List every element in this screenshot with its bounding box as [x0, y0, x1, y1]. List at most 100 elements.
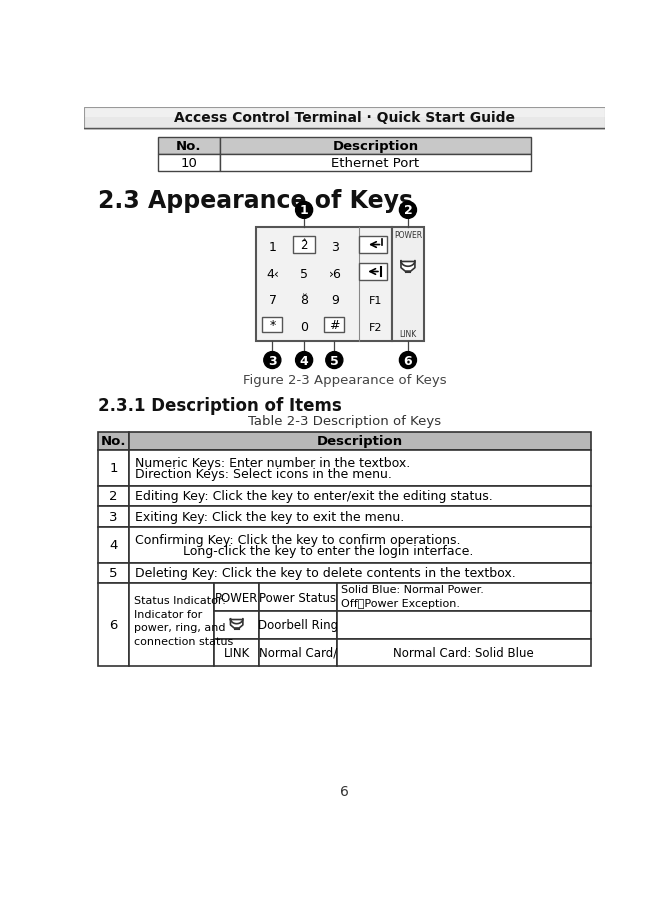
- Text: 1: 1: [300, 204, 308, 217]
- Text: 2.3 Appearance of Keys: 2.3 Appearance of Keys: [98, 189, 413, 213]
- Text: *: *: [269, 319, 276, 331]
- Bar: [84, 108, 605, 128]
- Text: F1: F1: [369, 295, 382, 305]
- Bar: [256, 228, 392, 341]
- Text: Long-click the key to enter the login interface.: Long-click the key to enter the login in…: [135, 545, 474, 557]
- Circle shape: [264, 352, 281, 369]
- Text: Numeric Keys: Enter number in the textbox.: Numeric Keys: Enter number in the textbo…: [135, 456, 411, 470]
- Text: 2: 2: [404, 204, 413, 217]
- Text: 10: 10: [180, 156, 197, 170]
- Circle shape: [326, 352, 343, 369]
- Text: 3: 3: [331, 240, 339, 254]
- Text: 4: 4: [110, 539, 118, 552]
- Text: 3: 3: [268, 354, 277, 368]
- Text: 7: 7: [269, 294, 277, 307]
- Text: 2̂: 2̂: [300, 238, 308, 252]
- Bar: [392, 228, 424, 341]
- Bar: [359, 264, 387, 281]
- Circle shape: [399, 202, 417, 219]
- Text: Solid Blue: Normal Power.
Off：Power Exception.: Solid Blue: Normal Power. Off：Power Exce…: [341, 584, 484, 608]
- Text: 6: 6: [110, 619, 118, 631]
- Text: 2: 2: [109, 490, 118, 503]
- Bar: [158, 154, 220, 172]
- Text: 6: 6: [340, 785, 349, 798]
- Text: Figure 2-3 Appearance of Keys: Figure 2-3 Appearance of Keys: [243, 373, 446, 386]
- Text: POWER: POWER: [394, 231, 422, 240]
- Bar: [98, 507, 129, 527]
- Text: Confirming Key: Click the key to confirm operations.: Confirming Key: Click the key to confirm…: [135, 534, 460, 546]
- Text: 4‹: 4‹: [267, 267, 280, 280]
- Bar: [337, 639, 591, 666]
- Bar: [98, 563, 129, 583]
- Bar: [129, 451, 591, 486]
- Bar: [220, 154, 531, 172]
- Polygon shape: [230, 619, 243, 628]
- Text: Description: Description: [317, 435, 403, 448]
- Text: No.: No.: [176, 140, 202, 153]
- Text: Normal Card/: Normal Card/: [259, 646, 337, 659]
- Bar: [359, 237, 387, 254]
- Text: POWER: POWER: [215, 591, 258, 604]
- Text: LINK: LINK: [224, 646, 250, 659]
- Bar: [129, 433, 591, 451]
- Text: Deleting Key: Click the key to delete contents in the textbox.: Deleting Key: Click the key to delete co…: [135, 567, 516, 580]
- Text: Table 2-3 Description of Keys: Table 2-3 Description of Keys: [248, 414, 441, 428]
- Bar: [262, 318, 282, 333]
- Bar: [129, 583, 214, 666]
- Text: F2: F2: [369, 322, 382, 332]
- Bar: [98, 583, 129, 666]
- Bar: [293, 237, 315, 254]
- Bar: [259, 583, 337, 611]
- Text: 1: 1: [269, 240, 277, 254]
- Text: Doorbell Ring: Doorbell Ring: [258, 619, 338, 632]
- Bar: [214, 611, 259, 639]
- Bar: [337, 611, 591, 639]
- Text: #: #: [329, 319, 339, 331]
- Text: Editing Key: Click the key to enter/exit the editing status.: Editing Key: Click the key to enter/exit…: [135, 490, 493, 503]
- Circle shape: [296, 202, 312, 219]
- Bar: [98, 527, 129, 563]
- Bar: [220, 137, 531, 154]
- Text: Exiting Key: Click the key to exit the menu.: Exiting Key: Click the key to exit the m…: [135, 511, 405, 524]
- Text: No.: No.: [101, 435, 126, 448]
- Circle shape: [399, 352, 417, 369]
- Text: 5: 5: [300, 267, 308, 280]
- Bar: [84, 108, 605, 128]
- Text: 2.3.1 Description of Items: 2.3.1 Description of Items: [98, 396, 341, 414]
- Bar: [84, 108, 605, 118]
- Text: Status Indicator:
Indicator for
power, ring, and
connection status: Status Indicator: Indicator for power, r…: [134, 596, 233, 647]
- Text: 0: 0: [300, 321, 308, 334]
- Bar: [259, 611, 337, 639]
- Bar: [337, 583, 591, 611]
- Bar: [214, 583, 259, 611]
- Text: Ethernet Port: Ethernet Port: [331, 156, 419, 170]
- Text: 3: 3: [109, 511, 118, 524]
- Text: Direction Keys: Select icons in the menu.: Direction Keys: Select icons in the menu…: [135, 467, 392, 480]
- Bar: [158, 137, 220, 154]
- Text: 1: 1: [109, 461, 118, 475]
- Text: 9: 9: [331, 294, 339, 307]
- Bar: [325, 318, 344, 333]
- Text: ›6: ›6: [329, 267, 341, 280]
- Bar: [129, 527, 591, 563]
- Polygon shape: [401, 262, 415, 272]
- Text: 8̌: 8̌: [300, 294, 308, 307]
- Text: Description: Description: [333, 140, 419, 153]
- Bar: [129, 563, 591, 583]
- Text: 5: 5: [109, 567, 118, 580]
- Circle shape: [296, 352, 312, 369]
- Bar: [129, 486, 591, 507]
- Bar: [214, 639, 259, 666]
- Text: 6: 6: [404, 354, 412, 368]
- Bar: [259, 639, 337, 666]
- Text: Power Status: Power Status: [259, 591, 337, 604]
- Bar: [98, 486, 129, 507]
- Text: 4: 4: [300, 354, 308, 368]
- Text: 5: 5: [330, 354, 339, 368]
- Text: LINK: LINK: [399, 330, 417, 339]
- Text: Access Control Terminal · Quick Start Guide: Access Control Terminal · Quick Start Gu…: [174, 111, 515, 126]
- Bar: [129, 507, 591, 527]
- Bar: [98, 433, 129, 451]
- Bar: [98, 451, 129, 486]
- Text: Normal Card: Solid Blue: Normal Card: Solid Blue: [393, 646, 534, 659]
